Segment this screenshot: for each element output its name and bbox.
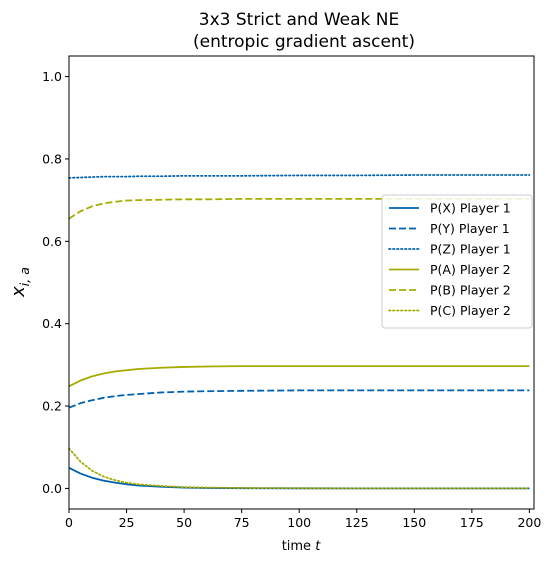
legend-box xyxy=(381,194,533,329)
series-line-4 xyxy=(68,365,530,388)
y-tick-label: 0.6 xyxy=(42,234,62,249)
x-tick-label: 50 xyxy=(176,515,192,530)
x-tick-label: 200 xyxy=(517,515,541,530)
legend-entry-3: P(Z) Player 1 xyxy=(430,242,511,257)
x-tick-label: 175 xyxy=(460,515,484,530)
x-tick-label: 75 xyxy=(234,515,250,530)
x-tick-label: 150 xyxy=(402,515,426,530)
x-tick-label: 125 xyxy=(345,515,369,530)
y-tick-label: 0.4 xyxy=(42,316,62,331)
legend-entry-5: P(B) Player 2 xyxy=(430,283,511,298)
y-tick-label: 0.2 xyxy=(42,399,62,414)
series-line-3 xyxy=(68,174,531,179)
x-tick-label: 0 xyxy=(65,515,73,530)
axes: 0 25 50 75 100 125 150 175 200 0.0 0.2 0.4 0.6 0.8 1.0 xyxy=(42,55,541,530)
legend-entry-6: P(C) Player 2 xyxy=(430,303,511,318)
x-tick-label: 25 xyxy=(119,515,135,530)
y-tick-label: 1.0 xyxy=(42,69,62,84)
plot-area xyxy=(68,174,531,490)
y-tick-label: 0.8 xyxy=(42,151,62,166)
legend-entry-4: P(A) Player 2 xyxy=(430,262,511,277)
y-axis-label: xi, a xyxy=(8,267,32,298)
x-axis-label: time t xyxy=(282,539,322,554)
y-tick-label: 0.0 xyxy=(42,481,62,496)
legend: P(X) Player 1 P(Y) Player 1 P(Z) Player 1 P… xyxy=(381,194,533,329)
legend-entry-1: P(X) Player 1 xyxy=(430,201,511,216)
chart-subtitle: (entropic gradient ascent) xyxy=(193,32,415,52)
axes-frame xyxy=(68,55,535,510)
x-tick-label: 100 xyxy=(287,515,311,530)
legend-entry-2: P(Y) Player 1 xyxy=(430,221,510,236)
series-line-2 xyxy=(68,389,530,409)
series-line-6 xyxy=(68,447,531,490)
chart-title: 3x3 Strict and Weak NE xyxy=(199,10,399,30)
